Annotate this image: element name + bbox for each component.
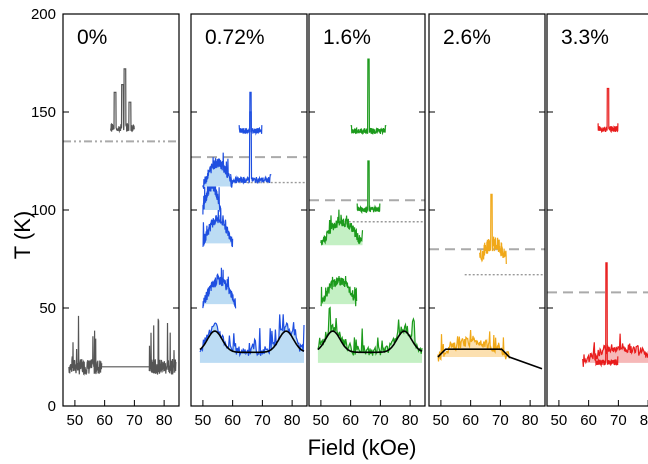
panel-4-xtick-label-3: 80: [640, 412, 648, 429]
y-tick-label-1: 50: [39, 300, 56, 317]
panel-3-trace-1: [479, 193, 507, 265]
panel-4-trace-0-fill: [582, 333, 648, 367]
y-tick-label-4: 200: [31, 6, 56, 23]
panel-4-trace-1: [594, 262, 619, 368]
panel-1-trace-0-fill: [199, 314, 305, 363]
panel-2-trace-0: [317, 306, 423, 356]
panel-1-trace-2: [202, 208, 234, 248]
panel-4: 50 60 70 80 3.3%: [546, 13, 648, 429]
panel-1-trace-1-fill: [202, 267, 236, 309]
panel-3-trace-0-fill: [437, 330, 510, 362]
y-tick-label-2: 100: [31, 202, 56, 219]
panel-2-trace-0-fill: [317, 307, 423, 363]
panel-1-trace-0: [199, 314, 305, 358]
y-tick-labels: 0 50 100 150 200: [31, 6, 56, 415]
panel-3-trace-0: [437, 329, 510, 362]
panel-4-xtick-label-1: 60: [580, 412, 597, 429]
panel-1-xtick-label-1: 60: [224, 412, 241, 429]
panel-1-trace-2-fill: [202, 208, 233, 247]
panel-2-xtick-label-1: 60: [342, 412, 359, 429]
panel-1-label: 0.72%: [205, 26, 265, 49]
panel-1-xtick-label-0: 50: [195, 412, 212, 429]
panel-4-trace-2: [597, 87, 619, 134]
panel-2-xtick-label-0: 50: [313, 412, 330, 429]
y-axis-title: T (K): [10, 211, 35, 259]
panel-3-xtick-label-2: 70: [492, 412, 509, 429]
panel-2-trace-2-fill: [320, 209, 363, 246]
panel-4-xtick-label-0: 50: [551, 412, 568, 429]
panel-1: 50 60 70 80 0.72%: [190, 13, 308, 429]
panel-0-xtick-label-1: 60: [96, 412, 113, 429]
panel-3-label: 2.6%: [443, 26, 491, 49]
panel-2-trace-1: [320, 275, 358, 307]
panel-1-xtick-label-2: 70: [254, 412, 271, 429]
y-tick-label-3: 150: [31, 104, 56, 121]
panel-2-xtick-label-3: 80: [402, 412, 419, 429]
panels: 50 60 70 80 0% 50 60 70 80 0.72% 50 60 70 80 1.6% 50 60 7…: [62, 13, 648, 429]
panel-1-trace-3-fill: [202, 170, 221, 215]
panel-1-trace-1: [202, 267, 237, 309]
panel-0-xtick-label-3: 80: [156, 412, 173, 429]
panel-3-trace-0-fit: [437, 348, 543, 370]
panel-3-xtick-label-1: 60: [462, 412, 479, 429]
panel-1-trace-0-fit: [199, 330, 305, 354]
panel-2-trace-1-fill: [320, 276, 357, 307]
panel-1-trace-6: [238, 91, 263, 136]
panel-2-trace-3: [356, 160, 381, 215]
panel-0-trace-2: [148, 318, 177, 375]
panel-0-trace-0: [68, 315, 103, 376]
panel-4-xtick-label-2: 70: [610, 412, 627, 429]
panel-0-xtick-label-0: 50: [67, 412, 84, 429]
panel-3-xtick-label-3: 80: [522, 412, 539, 429]
panel-1-trace-4: [202, 152, 233, 189]
panel-2-trace-0-fit: [317, 330, 423, 354]
panel-2-label: 1.6%: [323, 26, 371, 49]
panel-2-trace-4: [350, 58, 387, 136]
panel-0-xtick-label-2: 70: [126, 412, 143, 429]
panel-1-xtick-label-3: 80: [284, 412, 301, 429]
panel-0-trace-3: [110, 68, 135, 134]
panel-2-trace-2: [320, 209, 364, 246]
panel-0-label: 0%: [77, 26, 107, 49]
panel-3: 50 60 70 80 2.6%: [428, 13, 546, 429]
panel-1-trace-4-fill: [202, 152, 233, 189]
panel-4-trace-0: [582, 333, 648, 367]
panel-3-xtick-label-0: 50: [433, 412, 450, 429]
panel-0: 50 60 70 80 0%: [62, 13, 180, 429]
x-axis-title: Field (kOe): [308, 435, 417, 460]
panel-4-label: 3.3%: [561, 26, 609, 49]
panel-1-trace-5: [229, 111, 272, 185]
panel-2-xtick-label-2: 70: [372, 412, 389, 429]
panel-2: 50 60 70 80 1.6%: [308, 13, 426, 429]
y-tick-label-0: 0: [48, 398, 56, 415]
panel-0-frame: [62, 13, 180, 407]
